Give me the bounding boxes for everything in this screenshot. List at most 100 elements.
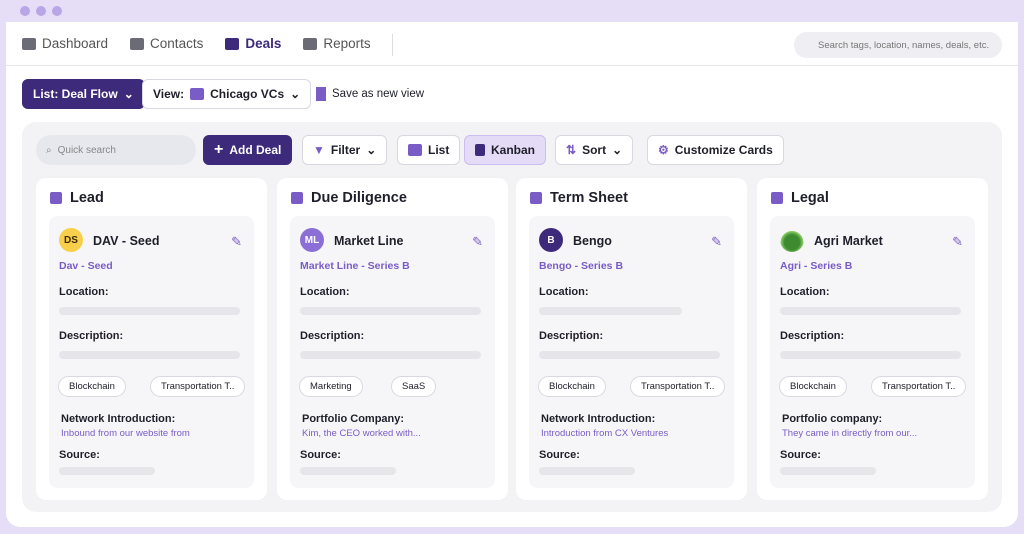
field-label: Portfolio company: <box>782 413 883 425</box>
bookmark-icon <box>316 87 326 101</box>
add-deal[interactable]: + Add Deal <box>203 135 293 165</box>
kanban-label: Kanban <box>491 143 536 157</box>
quick-search[interactable]: ⌕ Quick search <box>36 135 196 165</box>
list-view[interactable]: List <box>397 135 461 165</box>
edit-icon[interactable]: ✎ <box>952 234 963 249</box>
deal-subtitle: Dav - Seed <box>59 260 113 272</box>
tag[interactable]: Transportation T.. <box>871 376 967 397</box>
nav-icon <box>22 37 36 50</box>
deal-card[interactable]: Agri Market ✎ Agri - Series B Location: Desc… <box>770 216 975 488</box>
kanban-view[interactable]: Kanban <box>464 135 547 165</box>
list-selector[interactable]: List: Deal Flow ⌄ <box>22 79 145 109</box>
chevron: ⌄ <box>612 143 623 157</box>
placeholder-bar <box>59 467 155 475</box>
placeholder-bar <box>300 351 481 359</box>
deal-card[interactable]: ML Market Line ✎ Market Line - Series B Loca… <box>290 216 495 488</box>
view-icon <box>190 88 205 100</box>
save-label: Save as new view <box>332 88 425 100</box>
global-search[interactable]: Search tags, location, names, deals, etc… <box>794 32 1002 58</box>
placeholder-bar <box>780 307 961 315</box>
filter-label: Filter <box>330 143 361 157</box>
source-label: Source: <box>539 449 580 461</box>
tag[interactable]: Blockchain <box>779 376 847 397</box>
column-icon <box>530 192 542 204</box>
list-label: List: Deal Flow <box>33 87 118 101</box>
nav-label: Dashboard <box>42 36 109 51</box>
plus-icon: + <box>214 141 224 158</box>
sort-label: Sort <box>582 143 607 157</box>
column: Term Sheet B Bengo ✎ Bengo - Series B Locatio… <box>516 178 747 500</box>
tag[interactable]: Transportation T.. <box>150 376 246 397</box>
edit-icon[interactable]: ✎ <box>231 234 242 249</box>
deal-card[interactable]: DS DAV - Seed ✎ Dav - Seed Location: Descript… <box>49 216 254 488</box>
column-icon <box>291 192 303 204</box>
description-label: Description: <box>539 330 604 342</box>
column: Due Diligence ML Market Line ✎ Market Line -… <box>277 178 508 500</box>
chevron: ⌄ <box>366 143 377 157</box>
nav-label: Reports <box>323 36 371 51</box>
column-title: Term Sheet <box>550 190 628 206</box>
nav-item[interactable]: Deals <box>225 36 281 51</box>
tag[interactable]: SaaS <box>391 376 437 397</box>
sort[interactable]: ⇅ Sort ⌄ <box>555 135 634 165</box>
customize-label: Customize Cards <box>674 143 773 157</box>
column-icon <box>771 192 783 204</box>
list-label: List <box>428 143 450 157</box>
edit-icon[interactable]: ✎ <box>711 234 722 249</box>
edit-icon[interactable]: ✎ <box>472 234 483 249</box>
field-label: Network Introduction: <box>61 413 176 425</box>
placeholder-bar <box>780 351 961 359</box>
column: Legal Agri Market ✎ Agri - Series B Location… <box>757 178 988 500</box>
deal-name: Market Line <box>334 234 404 248</box>
placeholder-bar <box>59 351 240 359</box>
nav-icon <box>225 37 240 50</box>
filter[interactable]: ▼ Filter ⌄ <box>302 135 388 165</box>
source-label: Source: <box>780 449 821 461</box>
avatar: DS <box>59 228 83 252</box>
placeholder-bar <box>539 351 720 359</box>
description-label: Description: <box>300 330 365 342</box>
filter-icon: ▼ <box>313 143 325 157</box>
field-value: Introduction from CX Ventures <box>541 428 669 439</box>
customize-cards[interactable]: ⚙ Customize Cards <box>647 135 784 165</box>
list-icon <box>408 144 422 156</box>
sort-icon: ⇅ <box>566 143 577 157</box>
window-dot <box>20 6 30 16</box>
tag[interactable]: Transportation T.. <box>630 376 726 397</box>
nav-item[interactable]: Contacts <box>130 36 203 51</box>
field-value: Kim, the CEO worked with... <box>302 428 421 439</box>
description-label: Description: <box>59 330 124 342</box>
chevron: ⌄ <box>290 87 301 101</box>
deal-card[interactable]: B Bengo ✎ Bengo - Series B Location: Descript… <box>529 216 734 488</box>
save-view[interactable]: Save as new view <box>306 79 434 109</box>
window: Dashboard Contacts Deals Reports Search tag… <box>6 22 1018 527</box>
tag[interactable]: Marketing <box>299 376 363 397</box>
view-selector[interactable]: View: Chicago VCs ⌄ <box>142 79 312 109</box>
column: Lead DS DAV - Seed ✎ Dav - Seed Location: Desc… <box>36 178 267 500</box>
location-label: Location: <box>300 286 350 298</box>
kanban-board: ⌕ Quick search + Add Deal ▼ Filter ⌄ List Ka… <box>22 122 1002 512</box>
avatar-logo <box>780 228 804 252</box>
tag[interactable]: Blockchain <box>538 376 606 397</box>
nav-icon <box>130 37 145 50</box>
view-label: View: <box>153 87 185 101</box>
nav-item[interactable]: Reports <box>303 36 371 51</box>
avatar: B <box>539 228 563 252</box>
nav-bar: Dashboard Contacts Deals Reports Search tag… <box>6 22 1018 66</box>
deal-subtitle: Market Line - Series B <box>300 260 410 272</box>
placeholder-bar <box>539 467 635 475</box>
nav-item[interactable]: Dashboard <box>22 36 108 51</box>
chevron: ⌄ <box>123 87 134 101</box>
location-label: Location: <box>780 286 830 298</box>
column-title: Legal <box>791 190 829 206</box>
search-icon: ⌕ <box>46 144 52 156</box>
field-label: Portfolio Company: <box>302 413 405 425</box>
kanban-icon <box>475 144 485 156</box>
nav-label: Contacts <box>150 36 204 51</box>
field-value: They came in directly from our... <box>782 428 918 439</box>
column-icon <box>50 192 62 204</box>
tag[interactable]: Blockchain <box>58 376 126 397</box>
add-label: Add Deal <box>229 143 282 157</box>
placeholder-bar <box>300 307 481 315</box>
